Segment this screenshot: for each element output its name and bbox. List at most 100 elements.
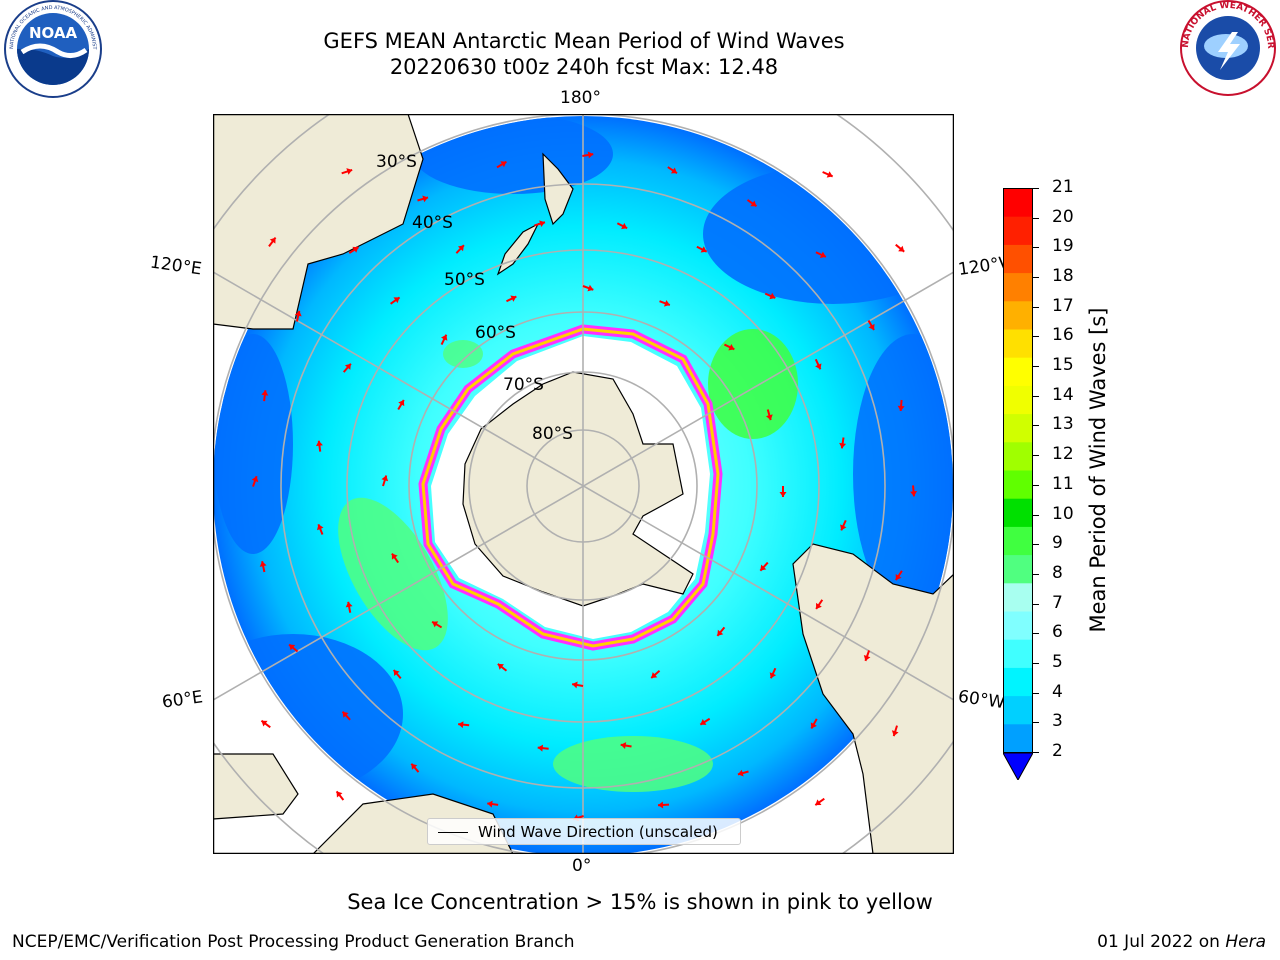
wave-direction-arrowhead <box>760 564 767 571</box>
wave-direction-arrowhead <box>411 763 418 770</box>
wave-direction-arrowhead <box>344 363 351 370</box>
colorbar-tick-label: 7 <box>1052 592 1063 613</box>
wave-direction-arrowhead <box>839 442 847 449</box>
colorbar-cell <box>1003 413 1033 443</box>
colorbar-cell <box>1003 244 1033 274</box>
map-panel <box>212 113 955 855</box>
wave-direction-arrowhead <box>539 220 545 228</box>
wave-direction-arrowhead <box>815 363 822 370</box>
colorbar-tick-label: 11 <box>1052 473 1074 494</box>
colorbar-tick-mark <box>1033 455 1039 457</box>
wave-direction-arrowhead <box>728 344 735 351</box>
wave-direction-arrowhead <box>497 663 504 670</box>
wave-direction-arrowhead <box>336 791 343 798</box>
title-line-2: 20220630 t00z 240h fcst Max: 12.48 <box>389 55 779 79</box>
colorbar-tick-label: 17 <box>1052 295 1074 316</box>
wave-direction-arrowhead <box>398 399 405 407</box>
wave-direction-arrowhead <box>458 721 464 729</box>
colorbar-tick-mark <box>1033 188 1039 189</box>
wave-direction-arrowhead <box>381 475 389 482</box>
lon-label-180: 180° <box>560 88 601 108</box>
colorbar-tick-mark <box>1033 514 1039 516</box>
lon-label-60w: 60°W <box>956 686 1007 714</box>
wave-direction-arrowhead <box>868 323 875 331</box>
colorbar-tick-mark <box>1033 603 1039 605</box>
lat-label-80s: 80°S <box>532 424 573 444</box>
wave-direction-arrowhead <box>269 237 276 244</box>
colorbar-tick-mark <box>1033 425 1039 427</box>
colorbar-tick-mark <box>1033 395 1039 397</box>
wave-direction-arrowhead <box>342 711 349 718</box>
land-south-america <box>792 543 954 854</box>
wave-direction-arrowhead <box>393 297 400 304</box>
wave-direction-arrowhead <box>815 799 822 806</box>
colorbar-tick-mark <box>1033 247 1039 249</box>
colorbar-tick-label: 13 <box>1052 414 1074 435</box>
wave-direction-arrowhead <box>259 561 267 567</box>
lat-label-60s: 60°S <box>475 323 516 343</box>
colorbar-tick-label: 5 <box>1052 651 1063 672</box>
wave-direction-arrowhead <box>289 644 296 651</box>
lat-label-30s: 30°S <box>376 152 417 172</box>
wave-direction-arrowhead <box>510 295 517 302</box>
colorbar-tick-mark <box>1033 484 1039 486</box>
credit-system: Hera <box>1225 932 1266 952</box>
colorbar-cell <box>1003 441 1033 471</box>
colorbar-tick-mark <box>1033 277 1039 279</box>
wave-direction-arrowhead <box>769 672 777 679</box>
legend-line-sample <box>438 832 468 833</box>
wave-direction-arrowhead <box>391 553 398 560</box>
wave-direction-arrowhead <box>251 476 259 483</box>
colorbar-tick-mark <box>1033 573 1039 575</box>
colorbar-cell <box>1003 329 1033 358</box>
wave-direction-arrowhead <box>393 669 400 677</box>
wave-direction-arrowhead <box>891 730 899 737</box>
colorbar-cell <box>1003 272 1033 302</box>
wind-wave-arrows <box>251 151 918 822</box>
wave-direction-arrowhead <box>663 300 670 307</box>
wave-direction-arrowhead <box>345 601 353 608</box>
wave-direction-arrowhead <box>587 151 594 159</box>
colorbar-tick-label: 6 <box>1052 622 1063 643</box>
wave-direction-arrowhead <box>750 200 757 207</box>
wave-direction-arrowhead <box>765 414 773 421</box>
polar-map <box>212 113 955 855</box>
map-legend: Wind Wave Direction (unscaled) <box>427 818 741 845</box>
noaa-logo-text: NOAA <box>29 24 78 42</box>
wave-direction-arrowhead <box>441 334 448 341</box>
colorbar-tick-mark <box>1033 336 1039 338</box>
lon-label-0: 0° <box>572 856 592 876</box>
colorbar-tick-label: 19 <box>1052 236 1074 257</box>
colorbar-cell <box>1003 357 1033 386</box>
wave-direction-arrowhead <box>910 491 918 497</box>
colorbar-cell <box>1003 611 1033 640</box>
colorbar-cell <box>1003 385 1033 415</box>
noaa-logo: NOAA NATIONAL OCEANIC AND ATMOSPHERIC AD… <box>0 0 102 98</box>
wave-direction-arrowhead <box>621 222 628 230</box>
colorbar-tick-mark <box>1033 692 1039 694</box>
colorbar-tick-mark <box>1033 306 1039 308</box>
wave-direction-arrowhead <box>670 167 678 174</box>
graticule <box>213 114 954 854</box>
wave-direction-arrowhead <box>658 801 664 809</box>
wave-direction-arrowhead <box>651 672 658 679</box>
wave-direction-arrowhead <box>294 310 302 317</box>
colorbar-tick-label: 12 <box>1052 444 1074 465</box>
wave-direction-arrowhead <box>826 171 833 178</box>
colorbar-tick-label: 18 <box>1052 266 1074 287</box>
colorbar-tick-mark <box>1033 217 1039 219</box>
colorbar-tick-mark <box>1033 544 1039 546</box>
colorbar-tick-label: 14 <box>1052 384 1074 405</box>
colorbar-tick-label: 2 <box>1052 741 1063 761</box>
wave-direction-arrowhead <box>895 573 902 581</box>
wave-direction-arrowhead <box>700 719 707 725</box>
colorbar-tick-label: 3 <box>1052 711 1063 732</box>
wave-direction-arrowhead <box>779 492 787 497</box>
wave-patch <box>708 329 798 439</box>
wave-direction-arrowhead <box>587 284 594 292</box>
wave-direction-arrowhead <box>432 621 439 628</box>
colorbar-under-arrow <box>1003 752 1033 780</box>
wave-direction-arrowhead <box>261 390 269 396</box>
colorbar-tick-mark <box>1033 662 1039 664</box>
lat-label-50s: 50°S <box>444 270 485 290</box>
